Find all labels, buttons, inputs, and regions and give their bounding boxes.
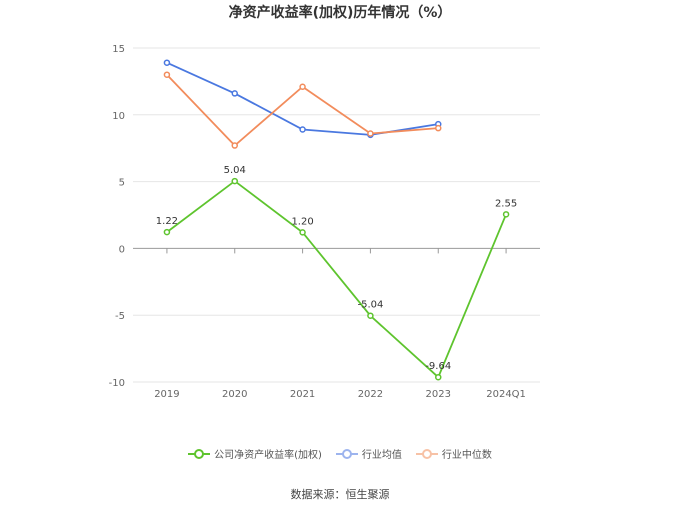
data-point bbox=[163, 59, 171, 66]
legend-label-industry-median: 行业中位数 bbox=[441, 450, 492, 461]
x-tick-label: 2019 bbox=[154, 389, 179, 400]
data-label: 1.22 bbox=[156, 216, 178, 227]
data-point bbox=[163, 228, 171, 236]
legend-item-industry-mean[interactable]: 行业均值 bbox=[335, 446, 402, 461]
chart-title: 净资产收益率(加权)历年情况（%） bbox=[228, 5, 452, 21]
y-tick-label: 15 bbox=[112, 44, 125, 55]
data-source: 数据来源：恒生聚源 bbox=[290, 488, 390, 501]
legend-item-industry-median[interactable]: 行业中位数 bbox=[415, 446, 492, 461]
line-chart: 15 10 5 0 -5 -10 2019 2020 2021 2022 2023 2024Q1 1.2… bbox=[109, 44, 540, 400]
y-tick-label: 10 bbox=[112, 111, 125, 122]
legend-swatch-industry-median bbox=[415, 448, 438, 459]
data-point bbox=[299, 126, 306, 133]
legend-label-industry-mean: 行业均值 bbox=[361, 450, 402, 461]
data-label: -5.04 bbox=[357, 300, 383, 311]
data-label: -9.64 bbox=[425, 361, 451, 372]
data-point bbox=[231, 177, 238, 185]
legend-item-company[interactable]: 公司净资产收益率(加权) bbox=[188, 446, 322, 461]
data-point bbox=[163, 71, 171, 78]
data-point bbox=[367, 312, 374, 319]
x-tick-label: 2022 bbox=[358, 389, 383, 400]
data-point bbox=[231, 90, 238, 97]
x-tick-label: 2021 bbox=[290, 389, 315, 400]
data-point bbox=[299, 229, 306, 236]
series-line-0 bbox=[166, 179, 507, 379]
data-point bbox=[435, 373, 442, 381]
y-tick-label: 5 bbox=[119, 178, 125, 189]
data-label: 2.55 bbox=[495, 198, 517, 209]
legend-swatch-industry-mean bbox=[335, 448, 358, 459]
series-line-1 bbox=[166, 61, 439, 136]
data-point bbox=[367, 130, 374, 137]
data-point bbox=[299, 83, 306, 90]
data-point bbox=[502, 211, 510, 218]
y-tick-label: -5 bbox=[115, 311, 125, 322]
data-label: 1.20 bbox=[291, 216, 313, 227]
x-tick-label: 2023 bbox=[426, 389, 451, 400]
y-tick-label: 0 bbox=[119, 244, 125, 255]
legend-swatch-company bbox=[188, 448, 211, 459]
data-point bbox=[435, 124, 442, 132]
data-point bbox=[231, 142, 238, 149]
chart-legend: 公司净资产收益率(加权) 行业均值 行业中位数 bbox=[0, 446, 680, 461]
x-tick-label: 2024Q1 bbox=[486, 389, 526, 400]
y-tick-label: -10 bbox=[109, 378, 125, 389]
legend-label-company: 公司净资产收益率(加权) bbox=[214, 450, 322, 461]
data-label: 5.04 bbox=[224, 165, 246, 176]
x-tick-label: 2020 bbox=[222, 389, 247, 400]
